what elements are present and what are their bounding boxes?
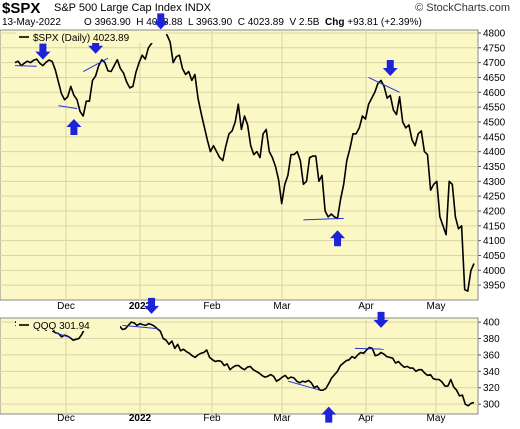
x-tick-label: 2022 [129, 413, 152, 424]
y-tick-label: 4500 [483, 117, 506, 128]
y-tick-label: 4200 [483, 206, 506, 217]
trend-line [122, 324, 158, 330]
arrow-down-icon [373, 311, 389, 328]
ticker-symbol: $SPX [2, 0, 41, 17]
low-value: 3963.90 [196, 17, 233, 28]
close-label: C [237, 17, 245, 28]
y-tick-label: 4150 [483, 221, 506, 232]
x-tick-label: Feb [203, 301, 221, 312]
trend-line [58, 105, 78, 110]
spx-panel: 3950 4000 4050 4100 4150 4200 4250 4300 4350 4400… [0, 13, 506, 312]
y-tick-label: 4050 [483, 251, 506, 262]
y-tick-label: 4450 [483, 132, 506, 143]
y-tick-label: 380 [483, 334, 500, 345]
y-tick-label: 320 [483, 383, 500, 394]
arrow-up-icon [321, 406, 337, 423]
y-tick-label: 4250 [483, 192, 506, 203]
y-tick-label: 4550 [483, 103, 506, 114]
y-tick-label: 400 [483, 318, 500, 329]
x-tick-label: Dec [57, 413, 75, 424]
y-tick-label: 3950 [483, 281, 506, 292]
trend-line [82, 57, 109, 72]
plot-area [0, 29, 479, 301]
y-tick-label: 360 [483, 350, 500, 361]
qqq-panel: 300 320 340 360 380 400 Dec 2022 Feb Mar Apr May QQQ… [0, 297, 500, 424]
trend-line [55, 332, 71, 339]
close-value: 4023.89 [247, 17, 284, 28]
arrow-up-icon [66, 119, 82, 136]
y-tick-label: 4750 [483, 43, 506, 54]
exchange-label: INDX [184, 2, 211, 14]
x-tick-label: Mar [273, 301, 291, 312]
y-tick-label: 4600 [483, 88, 506, 99]
y-tick-label: 4000 [483, 266, 506, 277]
x-tick-label: Dec [57, 301, 75, 312]
x-tick-label: Feb [203, 413, 221, 424]
arrow-down-icon [144, 297, 160, 314]
x-tick-label: Apr [358, 413, 374, 424]
legend-label: $SPX (Daily) 4023.89 [33, 33, 130, 44]
trend-line [303, 217, 344, 221]
open-value: 3963.90 [94, 17, 131, 28]
y-tick-label: 4650 [483, 73, 506, 84]
y-tick-label: 340 [483, 367, 500, 378]
arrow-down-icon [382, 59, 398, 76]
chart-header: $SPX S&P 500 Large Cap Index INDX © Stoc… [0, 0, 520, 30]
y-tick-label: 300 [483, 400, 500, 411]
legend-box [16, 31, 166, 43]
arrow-down-icon [35, 43, 51, 60]
spx-price-line [14, 33, 475, 292]
x-tick-label: May [427, 413, 446, 424]
volume-value: 2.5B [298, 17, 320, 28]
y-tick-label: 4350 [483, 162, 506, 173]
trend-line [287, 380, 321, 391]
quote-date: 13-May-2022 [2, 17, 61, 28]
legend-label: QQQ 301.94 [33, 321, 90, 332]
arrow-up-icon [330, 230, 346, 247]
x-tick-label: Mar [273, 413, 291, 424]
arrow-down-icon [153, 13, 169, 30]
low-label: L [188, 17, 194, 28]
y-tick-label: 4800 [483, 28, 506, 39]
volume-label: V [289, 17, 297, 28]
y-tick-label: 4100 [483, 236, 506, 247]
high-label: H [136, 17, 144, 28]
open-label: O [84, 17, 92, 28]
legend-box [16, 319, 120, 331]
security-name: S&P 500 Large Cap Index INDX [54, 2, 211, 14]
y-tick-label: 4700 [483, 58, 506, 69]
trend-line [354, 347, 384, 350]
trend-line [368, 77, 400, 93]
x-tick-label: May [427, 301, 446, 312]
x-tick-label: 2022 [129, 301, 152, 312]
y-tick-label: 4400 [483, 147, 506, 158]
trend-line [14, 65, 37, 67]
security-name-text: S&P 500 Large Cap Index [54, 2, 182, 14]
y-tick-label: 4300 [483, 177, 506, 188]
x-tick-label: Apr [358, 301, 374, 312]
brand-label: © StockCharts.com [415, 2, 510, 14]
change-label: Chg [325, 17, 345, 28]
change-value: +93.81 (+2.39%) [347, 17, 422, 28]
arrow-down-icon [88, 37, 104, 54]
